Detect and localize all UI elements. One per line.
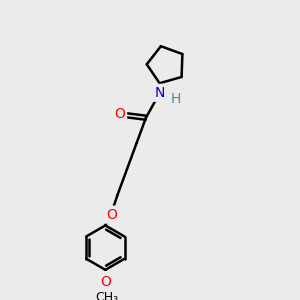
Text: O: O [106,208,117,222]
Text: O: O [100,275,111,289]
Text: CH₃: CH₃ [95,291,118,300]
Text: O: O [114,107,125,121]
Text: N: N [154,86,165,100]
Text: H: H [171,92,181,106]
